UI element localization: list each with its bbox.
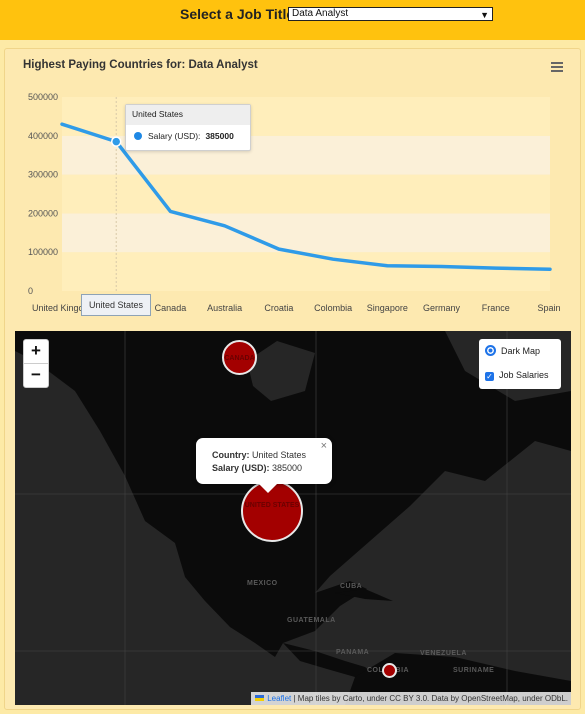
layer-dark-map-label: Dark Map <box>501 346 541 356</box>
marker-canada-label: CANADA <box>224 355 255 362</box>
y-tick-label: 300000 <box>28 170 58 180</box>
marker-canada[interactable]: CANADA <box>222 340 257 375</box>
map-popup: Country: United States Salary (USD): 385… <box>196 438 332 484</box>
chevron-down-icon: ▼ <box>480 10 489 20</box>
land-cuba <box>335 589 393 601</box>
x-tick-label: France <box>482 303 510 313</box>
grid-band <box>62 213 550 253</box>
grid-band <box>62 174 550 214</box>
leaflet-link[interactable]: Leaflet <box>267 694 292 703</box>
tooltip-row: Salary (USD): 385000 <box>126 125 250 147</box>
label-mexico: MEXICO <box>247 580 278 587</box>
map-attribution: Leaflet | Map tiles by Carto, under CC B… <box>251 692 571 705</box>
marker-colombia[interactable] <box>382 663 397 678</box>
layer-job-salaries-label: Job Salaries <box>499 370 549 380</box>
marker-united-states-label: UNITED STATES <box>244 502 300 509</box>
zoom-out-button[interactable]: − <box>24 363 48 387</box>
label-panama: PANAMA <box>336 649 370 656</box>
x-tick-label: Spain <box>537 303 560 313</box>
attribution-text: | Map tiles by Carto, under CC BY 3.0. D… <box>291 694 568 703</box>
label-cuba: CUBA <box>340 583 363 590</box>
job-title-selected-value: Data Analyst <box>292 8 349 19</box>
layer-dark-map[interactable]: Dark Map <box>479 339 561 363</box>
x-tick-label: Australia <box>207 303 242 313</box>
tooltip-series-label: Salary (USD): <box>148 131 201 141</box>
job-title-select[interactable]: Data Analyst ▼ <box>288 7 493 21</box>
label-venezuela: VENEZUELA <box>420 650 467 657</box>
x-tick-label: Colombia <box>314 303 352 313</box>
crosshair-category-label: United States <box>81 294 151 316</box>
popup-country-value: United States <box>252 450 307 460</box>
x-tick-label: Croatia <box>264 303 293 313</box>
y-tick-label: 500000 <box>28 92 58 102</box>
chart-menu-icon[interactable] <box>551 62 563 72</box>
y-tick-label: 0 <box>28 286 33 296</box>
checkbox-checked-icon[interactable]: ✓ <box>485 372 494 381</box>
salary-line-chart: 0 100000 200000 300000 400000 500000 United Ki… <box>28 92 561 313</box>
radio-selected-icon[interactable] <box>485 345 496 356</box>
label-suriname: SURINAME <box>453 667 495 674</box>
tooltip-country: United States <box>126 105 250 125</box>
x-tick-label: United Kingo <box>32 303 84 313</box>
layer-job-salaries[interactable]: ✓ Job Salaries <box>479 363 561 387</box>
x-tick-label: Canada <box>155 303 187 313</box>
x-tick-label: Germany <box>423 303 461 313</box>
layer-control: Dark Map ✓ Job Salaries <box>479 339 561 389</box>
land-central-america <box>283 643 375 677</box>
popup-close-icon[interactable]: × <box>320 440 327 452</box>
job-title-label: Select a Job Title <box>180 6 295 22</box>
data-point[interactable] <box>110 136 122 147</box>
label-guatemala: GUATEMALA <box>287 617 336 624</box>
y-tick-label: 200000 <box>28 208 58 218</box>
y-tick-label: 100000 <box>28 247 58 257</box>
zoom-in-button[interactable]: + <box>31 341 41 360</box>
series-line-salary[interactable] <box>60 122 552 272</box>
popup-salary-value: 385000 <box>272 463 303 473</box>
zoom-control: + − <box>23 339 49 388</box>
chart-title: Highest Paying Countries for: Data Analy… <box>23 59 258 71</box>
top-bar: Select a Job Title Data Analyst ▼ <box>0 0 585 40</box>
popup-salary-label: Salary (USD): <box>212 463 270 473</box>
series-dot-icon <box>134 132 142 140</box>
ukraine-flag-icon <box>255 695 265 701</box>
x-tick-label: Singapore <box>367 303 408 313</box>
map[interactable]: MEXICO CUBA GUATEMALA PANAMA VENEZUELA C… <box>15 331 571 705</box>
marker-united-states[interactable]: UNITED STATES <box>241 480 303 542</box>
tooltip-value: 385000 <box>205 131 234 141</box>
popup-country-label: Country: <box>212 450 250 460</box>
popup-tip <box>259 484 277 493</box>
grid-band <box>62 252 550 291</box>
y-tick-label: 400000 <box>28 131 58 141</box>
chart-tooltip: United States Salary (USD): 385000 <box>125 104 251 151</box>
hudson-bay <box>247 341 315 401</box>
